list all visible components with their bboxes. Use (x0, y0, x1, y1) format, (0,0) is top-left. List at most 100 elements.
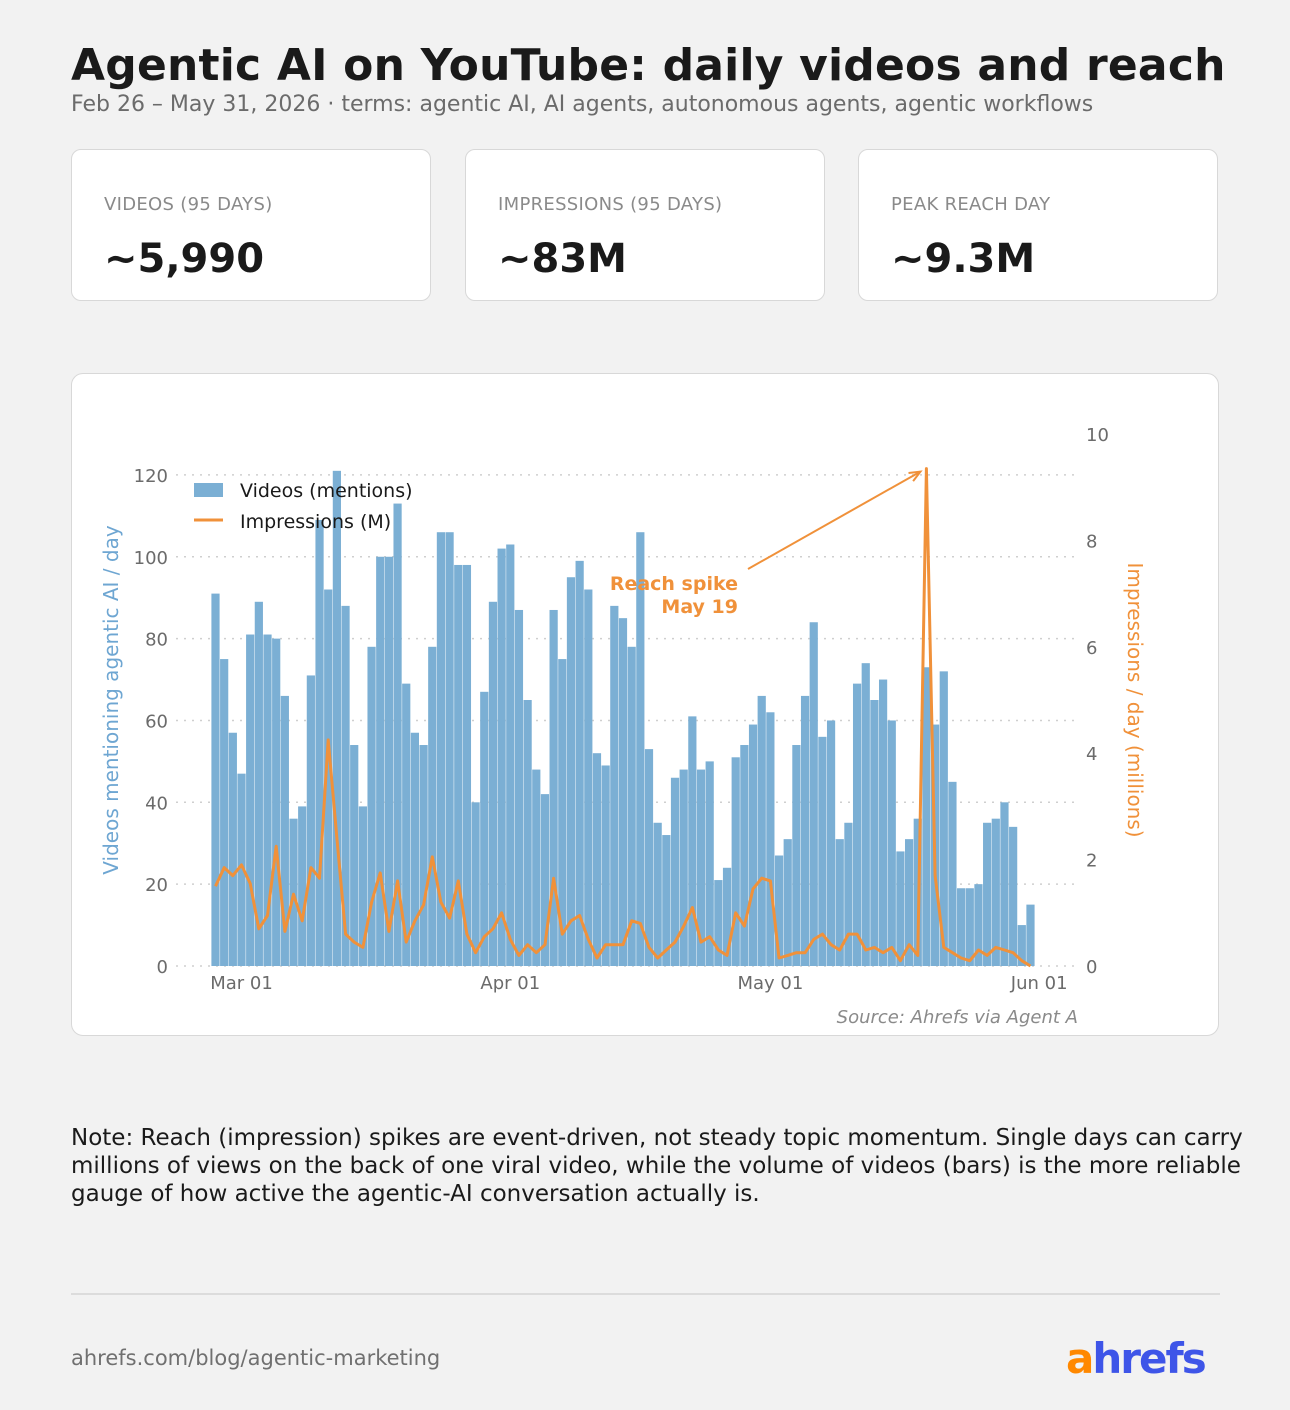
y-tick-label-left: 120 (134, 466, 168, 487)
y-tick-label-left: 0 (157, 957, 168, 978)
bar (384, 556, 393, 966)
bar (905, 839, 914, 966)
x-tick-label: Mar 01 (210, 973, 273, 994)
kpi-card-impressions: IMPRESSIONS (95 DAYS) ~83M (465, 149, 825, 301)
bar (488, 601, 498, 966)
annotation-label: Reach spike (610, 573, 738, 595)
kpi-value: ~9.3M (891, 236, 1036, 282)
bar (809, 622, 818, 966)
bar (679, 769, 688, 966)
bar (480, 691, 489, 966)
bar (220, 659, 229, 966)
bar (601, 765, 610, 966)
bar (237, 773, 246, 966)
bar (974, 884, 983, 966)
bar (766, 712, 775, 966)
legend-label-bars: Videos (mentions) (240, 480, 413, 502)
bar (870, 700, 879, 966)
bar (878, 679, 888, 966)
bar (341, 605, 350, 966)
bar (306, 675, 315, 966)
bar (800, 695, 810, 966)
bar (670, 777, 680, 966)
y-tick-label-left: 20 (145, 875, 168, 896)
annotation-arrow (747, 470, 921, 570)
bar (575, 560, 584, 966)
bar (610, 605, 619, 966)
bar (584, 589, 593, 966)
bar (298, 806, 307, 966)
bar (332, 470, 341, 966)
footnote: Note: Reach (impression) spikes are even… (71, 1125, 1243, 1207)
annotation-label: May 19 (661, 596, 738, 618)
bar (445, 532, 454, 966)
bar (506, 544, 515, 966)
bar (783, 839, 792, 966)
bar (627, 646, 636, 966)
y-tick-label-left: 60 (145, 711, 168, 732)
kpi-label: PEAK REACH DAY (891, 194, 1051, 215)
bar (636, 532, 645, 966)
bar (419, 745, 428, 966)
bar (558, 659, 567, 966)
bar (939, 671, 948, 966)
ahrefs-logo[interactable]: ahrefs (1066, 1334, 1207, 1383)
combo-chart: 0 20 40 60 80 100 120 0 2 4 6 8 10 Mar 01 Apr 01 May 01… (99, 425, 1147, 1028)
bar (774, 855, 784, 966)
bar (523, 700, 532, 966)
bar (410, 732, 420, 966)
y-tick-label-left: 100 (134, 548, 168, 569)
page-subtitle: Feb 26 – May 31, 2026 · terms: agentic A… (71, 92, 1094, 117)
bar (748, 724, 758, 966)
bar (740, 745, 749, 966)
bar (436, 532, 446, 966)
bar (722, 867, 732, 966)
divider (71, 1293, 1220, 1295)
bar (965, 888, 974, 966)
kpi-label: VIDEOS (95 DAYS) (104, 194, 273, 215)
bar-series (211, 470, 1035, 966)
bar (254, 601, 263, 966)
y-tick-label-right: 2 (1086, 851, 1097, 872)
bar (991, 818, 1000, 966)
bar (532, 769, 541, 966)
bar (367, 646, 376, 966)
bar (818, 736, 827, 966)
kpi-card-peak-reach: PEAK REACH DAY ~9.3M (858, 149, 1218, 301)
legend-swatch-bars (194, 483, 223, 497)
bar (376, 556, 385, 966)
bar (662, 835, 671, 966)
x-tick-label: May 01 (737, 973, 803, 994)
bar (263, 634, 272, 966)
bar (922, 667, 931, 966)
y-tick-label-left: 80 (145, 630, 168, 651)
bar (315, 519, 324, 966)
bar (549, 609, 558, 966)
bar (757, 695, 766, 966)
bar (714, 880, 723, 966)
y-tick-label-right: 8 (1086, 531, 1097, 552)
bar (211, 593, 220, 966)
footer-url[interactable]: ahrefs.com/blog/agentic-marketing (71, 1346, 441, 1370)
bar (566, 577, 576, 966)
impressions-line (214, 467, 1032, 968)
bar (1000, 802, 1009, 966)
bar (618, 618, 628, 966)
bar (471, 802, 480, 966)
bar (826, 720, 836, 966)
bar (861, 663, 870, 966)
chart-card: 0 20 40 60 80 100 120 0 2 4 6 8 10 Mar 01 Apr 01 May 01… (71, 373, 1219, 1036)
bar (792, 745, 801, 966)
bar (835, 839, 844, 966)
page-title: Agentic AI on YouTube: daily videos and … (71, 40, 1226, 91)
legend-label-line: Impressions (M) (240, 511, 391, 533)
kpi-card-videos: VIDEOS (95 DAYS) ~5,990 (71, 149, 431, 301)
bar (653, 822, 662, 966)
bar (957, 888, 966, 966)
bar (497, 548, 506, 966)
bar (1026, 904, 1035, 966)
kpi-value: ~83M (498, 236, 627, 282)
bar (887, 720, 896, 966)
y-tick-label-right: 4 (1086, 744, 1097, 765)
x-tick-label: Apr 01 (480, 973, 540, 994)
